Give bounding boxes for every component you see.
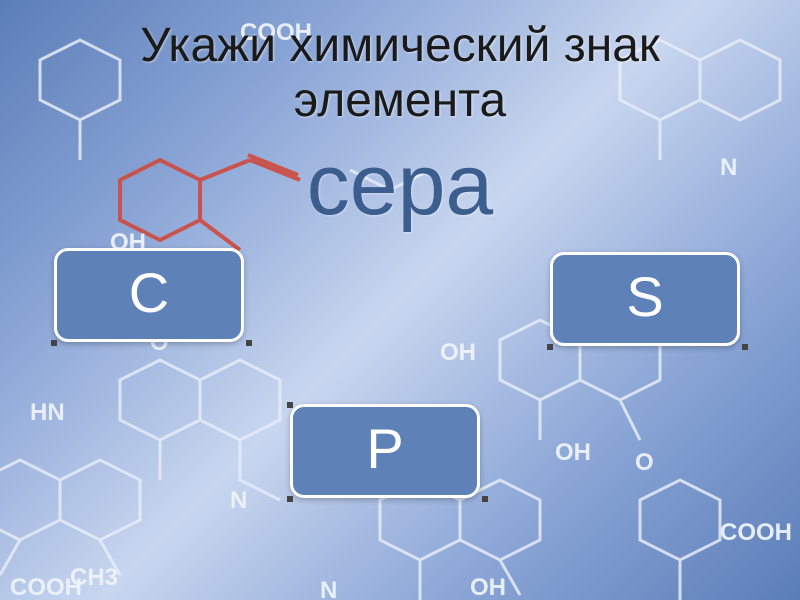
handle-icon	[287, 402, 293, 408]
slide-content: Укажи химический знак элемента сера С S …	[0, 0, 800, 600]
handle-icon	[287, 496, 293, 502]
question-title: Укажи химический знак элемента	[0, 0, 800, 128]
handle-icon	[51, 340, 57, 346]
handle-icon	[482, 496, 488, 502]
handle-icon	[547, 344, 553, 350]
option-p-label: Р	[366, 416, 403, 481]
handle-icon	[742, 344, 748, 350]
title-line-1: Укажи химический знак	[140, 19, 660, 72]
option-c-button[interactable]: С	[54, 248, 244, 342]
option-c-label: С	[129, 260, 169, 325]
option-p-button[interactable]: Р	[290, 404, 480, 498]
handle-icon	[246, 340, 252, 346]
element-name: сера	[0, 136, 800, 235]
title-line-2: элемента	[294, 74, 506, 127]
option-s-button[interactable]: S	[550, 252, 740, 346]
option-s-label: S	[626, 264, 663, 329]
